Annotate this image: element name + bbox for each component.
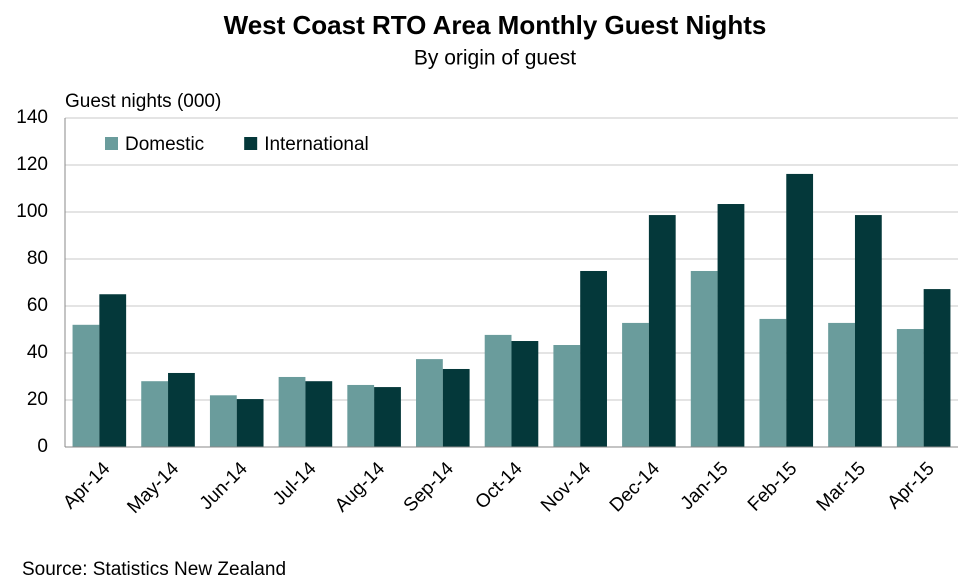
x-tick-label: May-14 [123,458,183,518]
y-tick-label: 120 [16,154,48,175]
bar [896,329,924,447]
x-tick-label: Jan-15 [677,458,733,514]
bar [305,381,333,447]
bar [648,215,676,447]
bar [759,318,787,447]
y-tick-label: 60 [27,295,48,316]
x-tick-label: Jul-14 [269,458,321,510]
bar [278,376,306,447]
bar [99,294,127,447]
bar [511,341,539,447]
y-tick-label: 140 [16,107,48,128]
bar [786,173,814,447]
x-tick-label: Apr-14 [59,458,114,513]
bar [484,334,512,447]
bar [72,324,100,447]
legend-label: International [264,134,369,155]
bar [828,322,855,447]
bar [374,387,401,447]
bar [209,395,237,447]
x-tick-label: Sep-14 [400,458,458,516]
x-tick-label: Apr-15 [884,458,939,513]
legend-swatch [105,137,118,150]
bar [168,372,195,447]
source-note: Source: Statistics New Zealand [22,559,286,580]
bar [923,289,951,447]
y-tick-label: 100 [16,201,48,222]
x-tick-label: Jun-14 [196,458,252,514]
y-tick-label: 20 [27,389,48,410]
y-tick-label: 0 [37,436,48,457]
y-tick-label: 80 [27,248,48,269]
bar [236,399,264,447]
x-tick-label: Mar-15 [813,458,870,515]
bar [347,384,375,447]
bar [717,204,745,447]
x-tick-label: Nov-14 [537,458,595,516]
legend-label: Domestic [125,134,204,155]
bar [141,381,169,447]
bar [416,359,443,447]
bar [690,270,718,447]
bar [622,322,649,447]
y-tick-label: 40 [27,342,48,363]
x-tick-label: Feb-15 [744,458,801,515]
chart-title: West Coast RTO Area Monthly Guest Nights [224,10,767,40]
x-tick-label: Aug-14 [331,458,389,516]
y-axis-label: Guest nights (000) [65,91,221,112]
legend-swatch [244,137,258,150]
bar [854,215,882,447]
bar [442,368,470,447]
bar [553,345,581,447]
bar [580,270,607,447]
x-tick-label: Oct-14 [471,458,526,513]
x-tick-label: Dec-14 [606,458,664,516]
chart-subtitle: By origin of guest [414,47,576,70]
